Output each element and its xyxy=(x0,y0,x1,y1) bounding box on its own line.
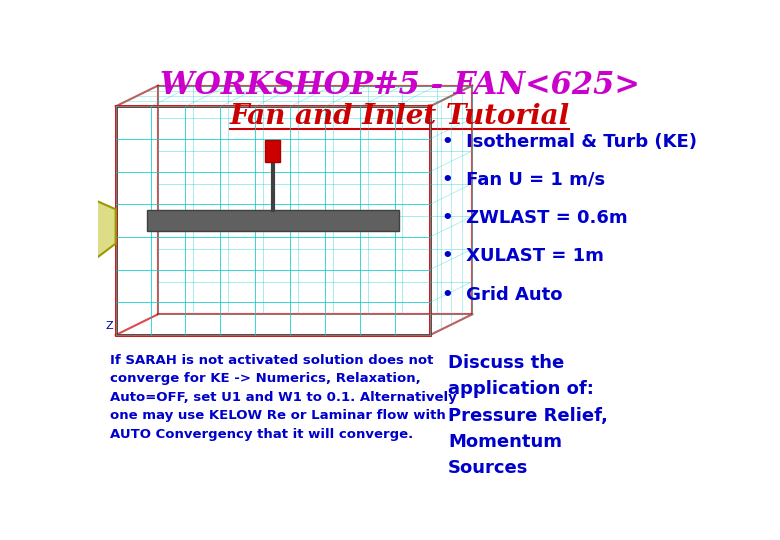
Text: •  Fan U = 1 m/s: • Fan U = 1 m/s xyxy=(442,171,605,189)
Text: •  Grid Auto: • Grid Auto xyxy=(442,286,562,303)
Bar xyxy=(147,211,399,231)
Text: If SARAH is not activated solution does not
converge for KE -> Numerics, Relaxat: If SARAH is not activated solution does … xyxy=(109,354,456,441)
Bar xyxy=(265,139,280,163)
Text: WORKSHOP#5 - FAN<625>: WORKSHOP#5 - FAN<625> xyxy=(160,70,640,101)
Text: Z: Z xyxy=(106,321,113,331)
Polygon shape xyxy=(80,193,115,271)
Text: •  XULAST = 1m: • XULAST = 1m xyxy=(442,247,604,266)
Text: •  Isothermal & Turb (KE): • Isothermal & Turb (KE) xyxy=(442,133,697,151)
Text: •  ZWLAST = 0.6m: • ZWLAST = 0.6m xyxy=(442,209,628,227)
Bar xyxy=(115,106,430,335)
Text: Discuss the
application of:
Pressure Relief,
Momentum
Sources: Discuss the application of: Pressure Rel… xyxy=(448,354,608,477)
Text: Fan and Inlet Tutorial: Fan and Inlet Tutorial xyxy=(229,103,570,130)
